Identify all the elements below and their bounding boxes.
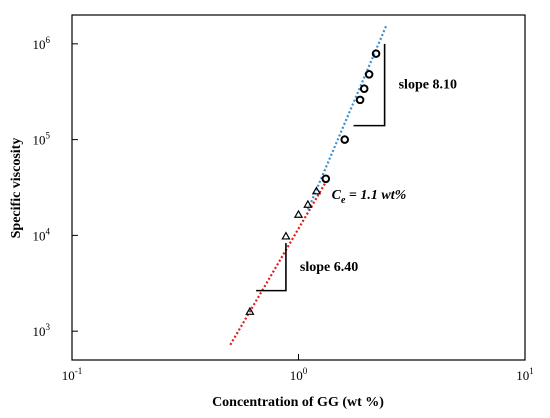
series-1-point-4 — [303, 199, 313, 208]
series-1-point-3 — [293, 209, 304, 218]
fit-line-1 — [229, 181, 327, 346]
series-1-point-5 — [311, 186, 322, 195]
annotations: Ce = 1.1 wt% — [332, 188, 407, 206]
ce-annotation: Ce = 1.1 wt% — [332, 188, 407, 206]
fit-line-2 — [306, 24, 388, 211]
plot-frame — [71, 14, 526, 361]
y-tick-label-3: 105 — [33, 131, 51, 148]
data-points — [245, 49, 381, 315]
x-tick-label-1: 10-1 — [62, 366, 83, 383]
y-tick-label-1: 103 — [33, 322, 51, 339]
slope-triangle-1 — [256, 243, 287, 292]
series-1-point-2 — [281, 231, 291, 240]
x-tick-label-2: 100 — [290, 366, 308, 383]
y-tick-label-4: 106 — [33, 35, 51, 52]
series-2-point-4 — [359, 84, 369, 94]
series-2-point-5 — [364, 70, 374, 79]
series-2-point-1 — [321, 174, 331, 184]
series-1-point-1 — [245, 306, 255, 315]
x-axis-title: Concentration of GG (wt %) — [212, 395, 384, 410]
y-axis-title: Specific viscosity — [9, 138, 24, 239]
slope-triangles: slope 6.40 slope 8.10 — [256, 43, 457, 292]
x-tick-label-3: 101 — [516, 366, 534, 383]
axis-ticks: 10-1 100 101 103 104 105 106 — [33, 35, 534, 383]
series-2-point-2 — [340, 135, 350, 144]
slope-triangle-2 — [353, 43, 386, 127]
slope-label-2: slope 8.10 — [399, 78, 457, 93]
series-2-point-6 — [371, 49, 381, 58]
series-2-point-3 — [355, 95, 365, 105]
slope-label-1: slope 6.40 — [300, 260, 358, 275]
fit-lines — [229, 24, 388, 346]
y-tick-label-2: 104 — [33, 226, 51, 243]
